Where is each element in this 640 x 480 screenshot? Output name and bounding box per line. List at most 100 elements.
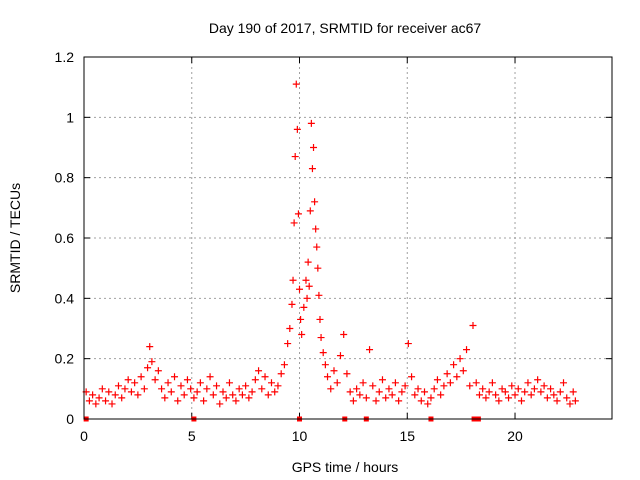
data-point: [134, 391, 142, 399]
data-point: [111, 391, 119, 399]
data-point: [235, 385, 243, 393]
data-point: [258, 385, 266, 393]
data-point: [219, 388, 227, 396]
data-point: [359, 379, 367, 387]
data-point: [485, 388, 493, 396]
data-point: [463, 346, 471, 354]
data-point: [151, 376, 159, 384]
data-point: [313, 243, 321, 251]
data-point: [440, 382, 448, 390]
data-point: [556, 388, 564, 396]
data-point: [300, 303, 308, 311]
data-point: [475, 391, 483, 399]
data-point: [547, 385, 555, 393]
chart-title: Day 190 of 2017, SRMTID for receiver ac6…: [209, 20, 482, 36]
data-point: [378, 376, 386, 384]
data-point: [571, 397, 579, 405]
data-point: [161, 394, 169, 402]
data-point: [311, 198, 319, 206]
data-point: [124, 376, 132, 384]
data-point: [312, 225, 320, 233]
data-point: [305, 282, 313, 290]
data-point: [137, 373, 145, 381]
data-point: [324, 373, 332, 381]
data-point: [433, 376, 441, 384]
data-point: [297, 315, 305, 323]
data-point: [417, 397, 425, 405]
data-point: [177, 382, 185, 390]
data-point: [382, 394, 390, 402]
data-point: [105, 388, 113, 396]
data-point: [482, 394, 490, 402]
data-point: [213, 382, 221, 390]
data-point: [291, 153, 299, 161]
data-point: [284, 340, 292, 348]
data-point: [238, 391, 246, 399]
plot-frame: [83, 56, 613, 420]
data-point: [171, 373, 179, 381]
data-point: [404, 340, 412, 348]
data-point: [319, 349, 327, 357]
data-point: [158, 385, 166, 393]
data-point: [372, 397, 380, 405]
x-tick-label: 5: [188, 428, 196, 444]
data-point: [327, 385, 335, 393]
data-point: [534, 376, 542, 384]
y-tick-label: 0.4: [55, 290, 75, 306]
data-point: [340, 331, 348, 339]
data-point: [209, 391, 217, 399]
data-point: [411, 391, 419, 399]
y-axis-title: SRMTID / TECUs: [7, 183, 23, 293]
data-point: [362, 394, 370, 402]
data-point: [121, 385, 129, 393]
data-point: [277, 370, 285, 378]
data-point: [164, 379, 172, 387]
data-point: [131, 379, 139, 387]
data-point: [274, 382, 282, 390]
data-point: [102, 397, 110, 405]
data-point: [421, 388, 429, 396]
data-point: [248, 388, 256, 396]
data-point: [456, 355, 464, 363]
data-point: [395, 397, 403, 405]
data-point: [479, 385, 487, 393]
data-point: [385, 385, 393, 393]
data-point: [524, 379, 532, 387]
data-point: [566, 400, 574, 408]
data-point: [180, 391, 188, 399]
data-point: [114, 382, 122, 390]
data-point: [314, 264, 322, 272]
y-tick-label: 0: [66, 411, 74, 427]
data-point: [569, 388, 577, 396]
data-point: [193, 388, 201, 396]
data-point: [427, 394, 435, 402]
data-point: [450, 361, 458, 369]
data-point: [148, 358, 156, 366]
data-point: [356, 391, 364, 399]
data-point: [550, 391, 558, 399]
data-point: [261, 373, 269, 381]
data-point: [537, 388, 545, 396]
data-point: [296, 285, 304, 293]
data-point: [304, 258, 312, 266]
data-point: [443, 370, 451, 378]
data-point: [310, 144, 318, 151]
data-point: [521, 388, 529, 396]
data-point: [95, 394, 103, 402]
data-point: [560, 379, 568, 387]
data-point: [232, 397, 240, 405]
data-point: [306, 207, 314, 215]
data-point: [302, 276, 310, 284]
data-point: [271, 388, 279, 396]
data-point: [242, 382, 250, 390]
data-point: [388, 391, 396, 399]
data-point: [196, 379, 204, 387]
data-point: [307, 119, 315, 127]
data-point: [511, 391, 519, 399]
data-point: [187, 385, 195, 393]
data-point: [255, 367, 263, 375]
y-tick-label: 0.8: [55, 170, 75, 186]
data-point: [540, 382, 548, 390]
data-point: [492, 391, 500, 399]
data-point: [369, 382, 377, 390]
